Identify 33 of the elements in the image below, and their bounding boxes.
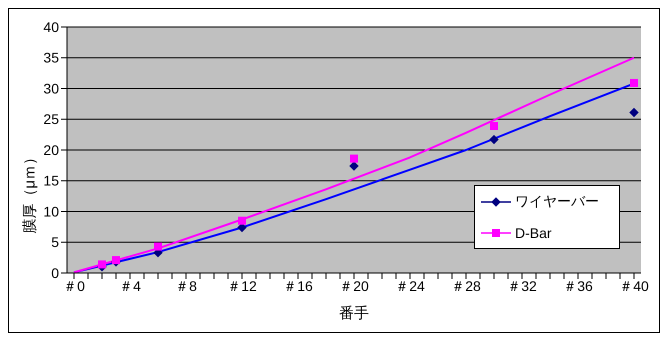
x-axis-title: 番手 <box>339 305 369 322</box>
point <box>98 260 106 268</box>
point <box>490 135 498 144</box>
y-tick-label: 5 <box>51 234 60 250</box>
y-tick-label: 25 <box>43 111 60 128</box>
x-tick-label: ＃16 <box>283 278 313 294</box>
point <box>630 108 638 117</box>
x-tick-label: ＃12 <box>227 278 257 294</box>
point <box>238 216 246 225</box>
point <box>490 122 498 130</box>
point <box>154 242 162 251</box>
legend-label: D-Bar <box>515 225 552 241</box>
y-axis-title: 膜厚（μｍ） <box>21 150 38 234</box>
point <box>630 78 638 87</box>
y-tick-label: 30 <box>43 80 60 96</box>
point <box>350 154 358 163</box>
x-tick-label: ＃32 <box>507 278 537 294</box>
y-tick-label: 10 <box>43 203 60 220</box>
x-tick-label: ＃24 <box>395 278 425 294</box>
y-tick-label: 15 <box>43 172 60 189</box>
y-tick-label: 0 <box>51 264 60 281</box>
x-tick-label: ＃4 <box>119 278 142 294</box>
x-tick-label: ＃36 <box>563 278 593 294</box>
x-tick-label: ＃28 <box>451 278 481 294</box>
y-tick-label: 35 <box>43 50 60 66</box>
x-tick-label: ＃8 <box>175 278 198 294</box>
y-tick-label: 20 <box>43 142 60 158</box>
y-tick-label: 40 <box>43 18 60 35</box>
legend-label: ワイヤーバー <box>515 193 599 211</box>
x-tick-label: ＃0 <box>63 278 86 294</box>
point <box>112 256 120 264</box>
x-tick-label: ＃40 <box>619 278 649 294</box>
x-tick-label: ＃20 <box>339 278 369 294</box>
